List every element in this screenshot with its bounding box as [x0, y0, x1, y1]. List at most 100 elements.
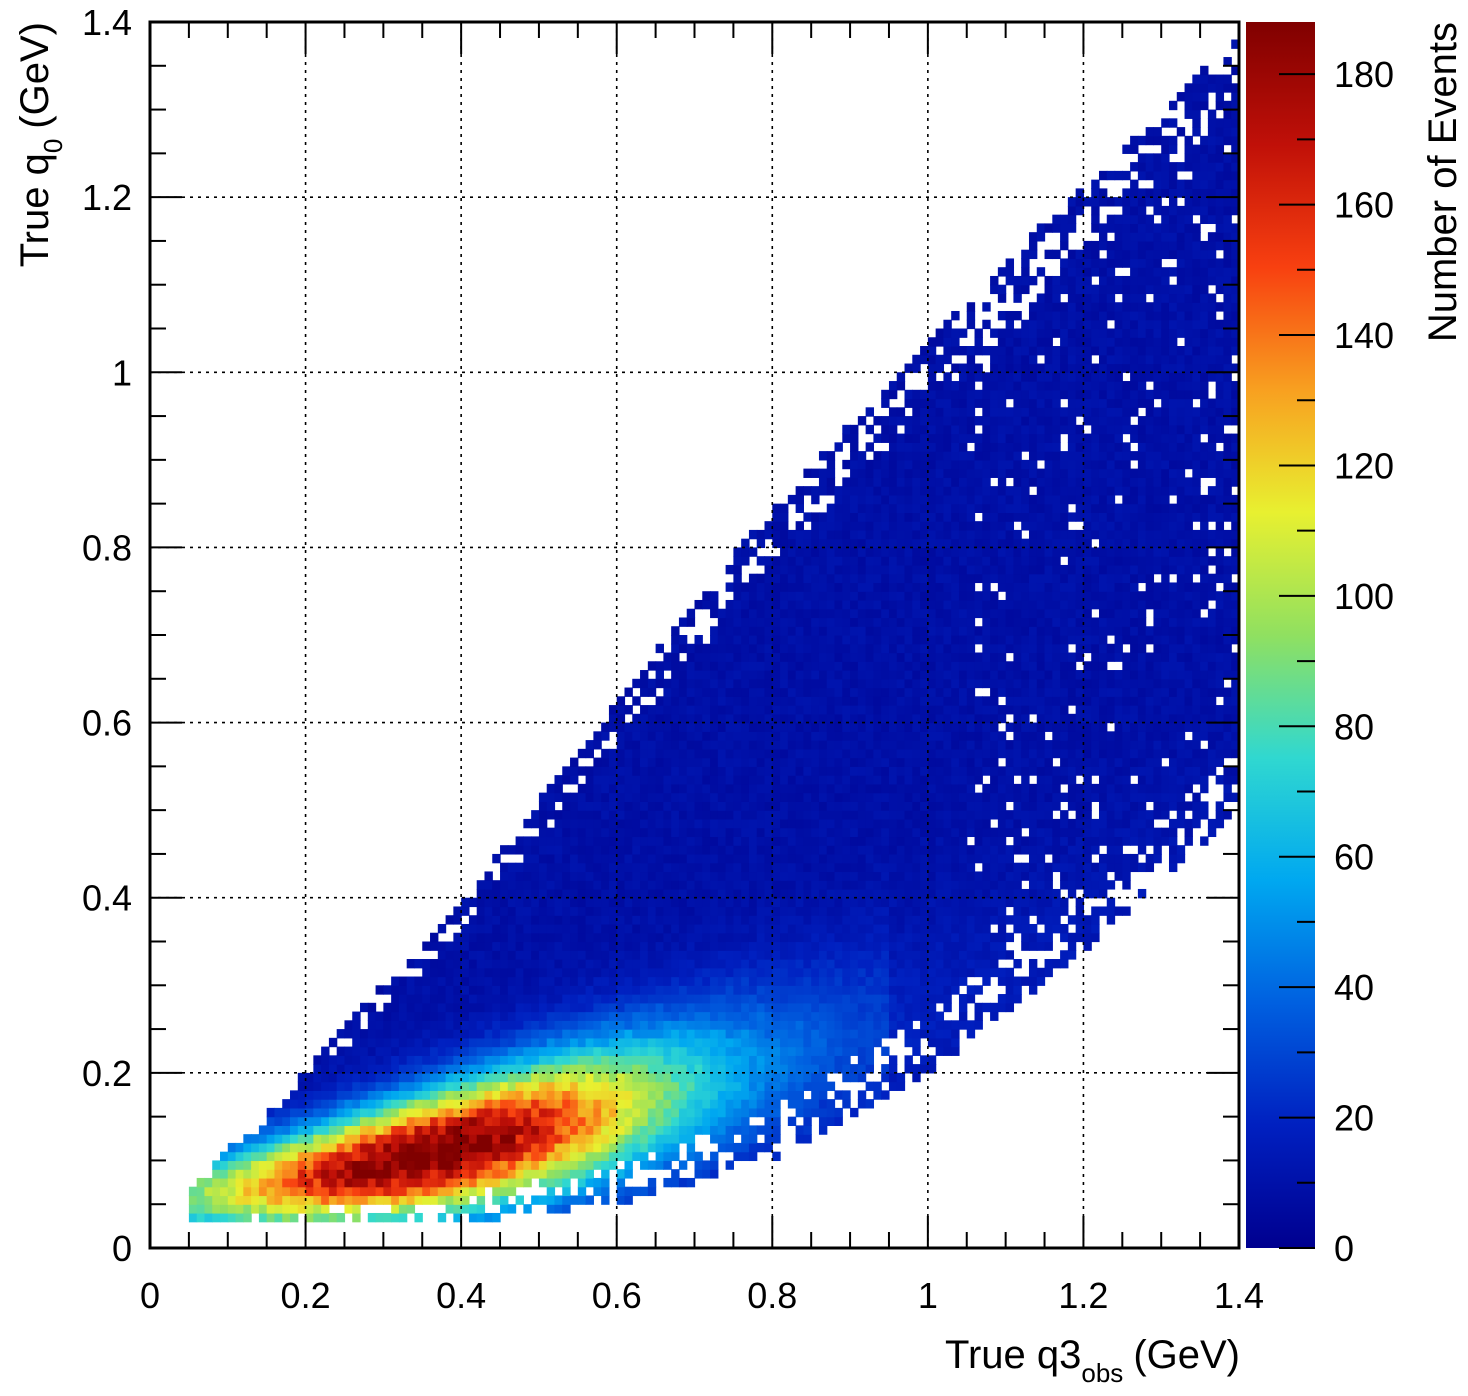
heatmap-cell [383, 1116, 392, 1126]
heatmap-cell [492, 959, 501, 969]
heatmap-cell [803, 880, 812, 890]
heatmap-cell [787, 897, 797, 908]
heatmap-cell [990, 871, 999, 881]
heatmap-cell [507, 1151, 517, 1162]
heatmap-cell [686, 670, 696, 680]
heatmap-cell [818, 477, 828, 487]
heatmap-cell [811, 582, 820, 592]
heatmap-cell [772, 994, 781, 1004]
heatmap-cell [546, 1046, 556, 1056]
heatmap-cell [935, 792, 945, 802]
heatmap-cell [686, 950, 696, 960]
heatmap-cell [904, 582, 913, 592]
heatmap-cell [912, 1011, 921, 1021]
heatmap-cell [772, 775, 781, 785]
heatmap-cell [741, 775, 750, 785]
heatmap-cell [321, 1195, 330, 1205]
heatmap-cell [842, 845, 851, 855]
heatmap-cell [686, 959, 696, 969]
heatmap-cell [795, 915, 804, 925]
heatmap-cell [857, 1055, 867, 1065]
heatmap-cell [764, 521, 773, 531]
heatmap-cell [803, 705, 812, 715]
heatmap-cell [896, 731, 906, 741]
heatmap-cell [943, 617, 952, 627]
heatmap-cell [818, 582, 828, 592]
heatmap-cell [811, 670, 820, 680]
heatmap-cell [896, 643, 906, 654]
heatmap-cell [484, 915, 493, 925]
heatmap-cell [492, 1081, 501, 1091]
heatmap-cell [826, 888, 836, 899]
heatmap-cell [958, 372, 968, 382]
heatmap-cell [570, 1169, 579, 1179]
heatmap-cell [966, 888, 976, 899]
heatmap-cell [391, 1081, 400, 1091]
heatmap-cell [943, 897, 952, 908]
heatmap-cell [570, 1134, 579, 1144]
heatmap-cell [282, 1204, 291, 1214]
heatmap-cell [585, 1020, 594, 1030]
heatmap-cell [927, 748, 937, 759]
heatmap-cell [468, 1011, 478, 1021]
heatmap-cell [538, 906, 548, 916]
heatmap-cell [865, 547, 875, 557]
heatmap-cell [391, 1055, 400, 1065]
heatmap-cell [733, 792, 742, 802]
heatmap-cell [873, 827, 882, 838]
heatmap-cell [865, 442, 875, 452]
heatmap-cell [764, 705, 773, 715]
heatmap-cell [935, 661, 945, 671]
heatmap-cell [935, 354, 945, 365]
heatmap-cell [857, 967, 867, 978]
heatmap-cell [904, 617, 913, 627]
heatmap-cell [562, 1037, 571, 1048]
heatmap-cell [912, 888, 921, 899]
heatmap-cell [484, 994, 493, 1004]
heatmap-cell [842, 810, 851, 820]
heatmap-cell [997, 678, 1007, 689]
heatmap-cell [873, 416, 882, 426]
heatmap-cell [686, 1134, 696, 1144]
heatmap-cell [710, 713, 719, 724]
heatmap-cell [632, 888, 641, 899]
heatmap-cell [554, 906, 563, 916]
heatmap-cell [624, 801, 633, 811]
heatmap-cell [787, 696, 797, 706]
heatmap-cell [492, 1116, 501, 1126]
heatmap-cell [904, 416, 913, 426]
heatmap-cell [904, 906, 913, 916]
heatmap-cell [920, 346, 929, 356]
heatmap-cell [857, 661, 867, 671]
heatmap-cell [857, 1072, 867, 1083]
heatmap-cell [842, 827, 851, 838]
heatmap-cell [912, 363, 921, 373]
heatmap-cell [608, 1064, 618, 1074]
heatmap-cell [818, 836, 828, 846]
heatmap-cell [974, 775, 983, 785]
heatmap-cell [772, 1072, 781, 1083]
heatmap-cell [453, 1055, 462, 1065]
heatmap-cell [935, 670, 945, 680]
heatmap-cell [787, 740, 797, 750]
heatmap-cell [266, 1134, 276, 1144]
heatmap-cell [834, 687, 843, 697]
heatmap-cell [398, 1134, 408, 1144]
heatmap-cell [881, 923, 890, 934]
heatmap-cell [546, 941, 556, 951]
heatmap-cell [468, 1064, 478, 1074]
heatmap-cell [896, 608, 906, 619]
heatmap-cell [982, 486, 991, 496]
heatmap-cell [632, 775, 641, 785]
heatmap-cell [235, 1160, 244, 1170]
heatmap-cell [873, 1037, 882, 1048]
heatmap-cell [710, 897, 719, 908]
heatmap-cell [912, 670, 921, 680]
heatmap-cell [694, 932, 703, 943]
heatmap-cell [702, 713, 711, 724]
heatmap-cell [258, 1212, 268, 1223]
heatmap-cell [686, 827, 696, 838]
heatmap-cell [748, 635, 758, 645]
heatmap-cell [811, 766, 820, 776]
heatmap-cell [577, 959, 587, 969]
